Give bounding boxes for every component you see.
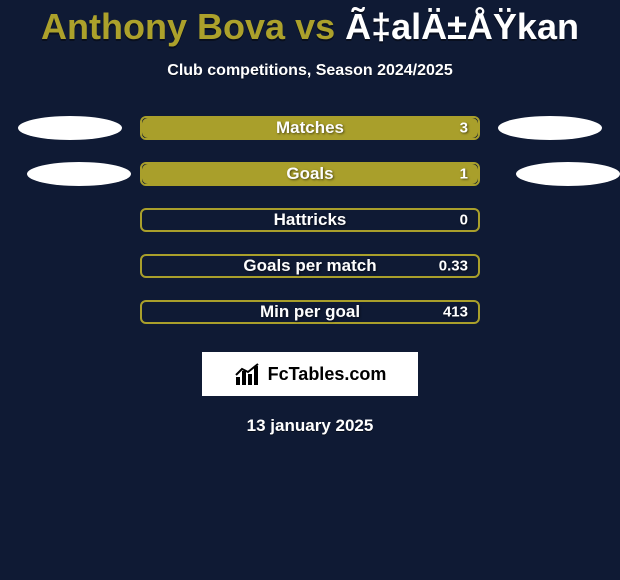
left-side: [0, 162, 140, 186]
stat-bar: Goals per match 0.33: [140, 254, 480, 278]
photo-ellipse: [498, 116, 602, 140]
bars-icon: [234, 363, 262, 385]
stat-label: Hattricks: [274, 210, 347, 230]
stat-row: Goals per match 0.33: [0, 254, 620, 278]
stat-label: Goals per match: [243, 256, 376, 276]
stat-value: 0.33: [439, 258, 468, 275]
title-vs: vs: [295, 6, 335, 47]
stat-bar: Goals 1: [140, 162, 480, 186]
stat-value: 3: [460, 120, 468, 137]
photo-ellipse: [27, 162, 131, 186]
stat-row: Min per goal 413: [0, 300, 620, 324]
left-side: [0, 116, 140, 140]
stat-bar: Matches 3: [140, 116, 480, 140]
stats-rows: Matches 3 Goals 1 Hattricks 0 Goals per match 0…: [0, 116, 620, 324]
stat-label: Goals: [286, 164, 333, 184]
brand-text: FcTables.com: [268, 364, 387, 385]
page-title: Anthony Bova vs Ã‡alÄ±ÅŸkan: [41, 6, 579, 48]
photo-ellipse: [516, 162, 620, 186]
stat-label: Matches: [276, 118, 344, 138]
date-label: 13 january 2025: [247, 416, 374, 436]
right-side: [480, 116, 620, 140]
brand-box[interactable]: FcTables.com: [202, 352, 418, 396]
stat-value: 0: [460, 212, 468, 229]
photo-ellipse: [18, 116, 122, 140]
stat-bar: Hattricks 0: [140, 208, 480, 232]
stat-row: Matches 3: [0, 116, 620, 140]
title-player2: Ã‡alÄ±ÅŸkan: [345, 6, 579, 47]
comparison-card: Anthony Bova vs Ã‡alÄ±ÅŸkan Club competi…: [0, 0, 620, 580]
stat-value: 1: [460, 166, 468, 183]
stat-row: Goals 1: [0, 162, 620, 186]
stat-label: Min per goal: [260, 302, 360, 322]
right-side: [480, 162, 620, 186]
stat-row: Hattricks 0: [0, 208, 620, 232]
stat-value: 413: [443, 304, 468, 321]
stat-bar: Min per goal 413: [140, 300, 480, 324]
title-player1: Anthony Bova: [41, 6, 285, 47]
subtitle: Club competitions, Season 2024/2025: [167, 62, 452, 80]
